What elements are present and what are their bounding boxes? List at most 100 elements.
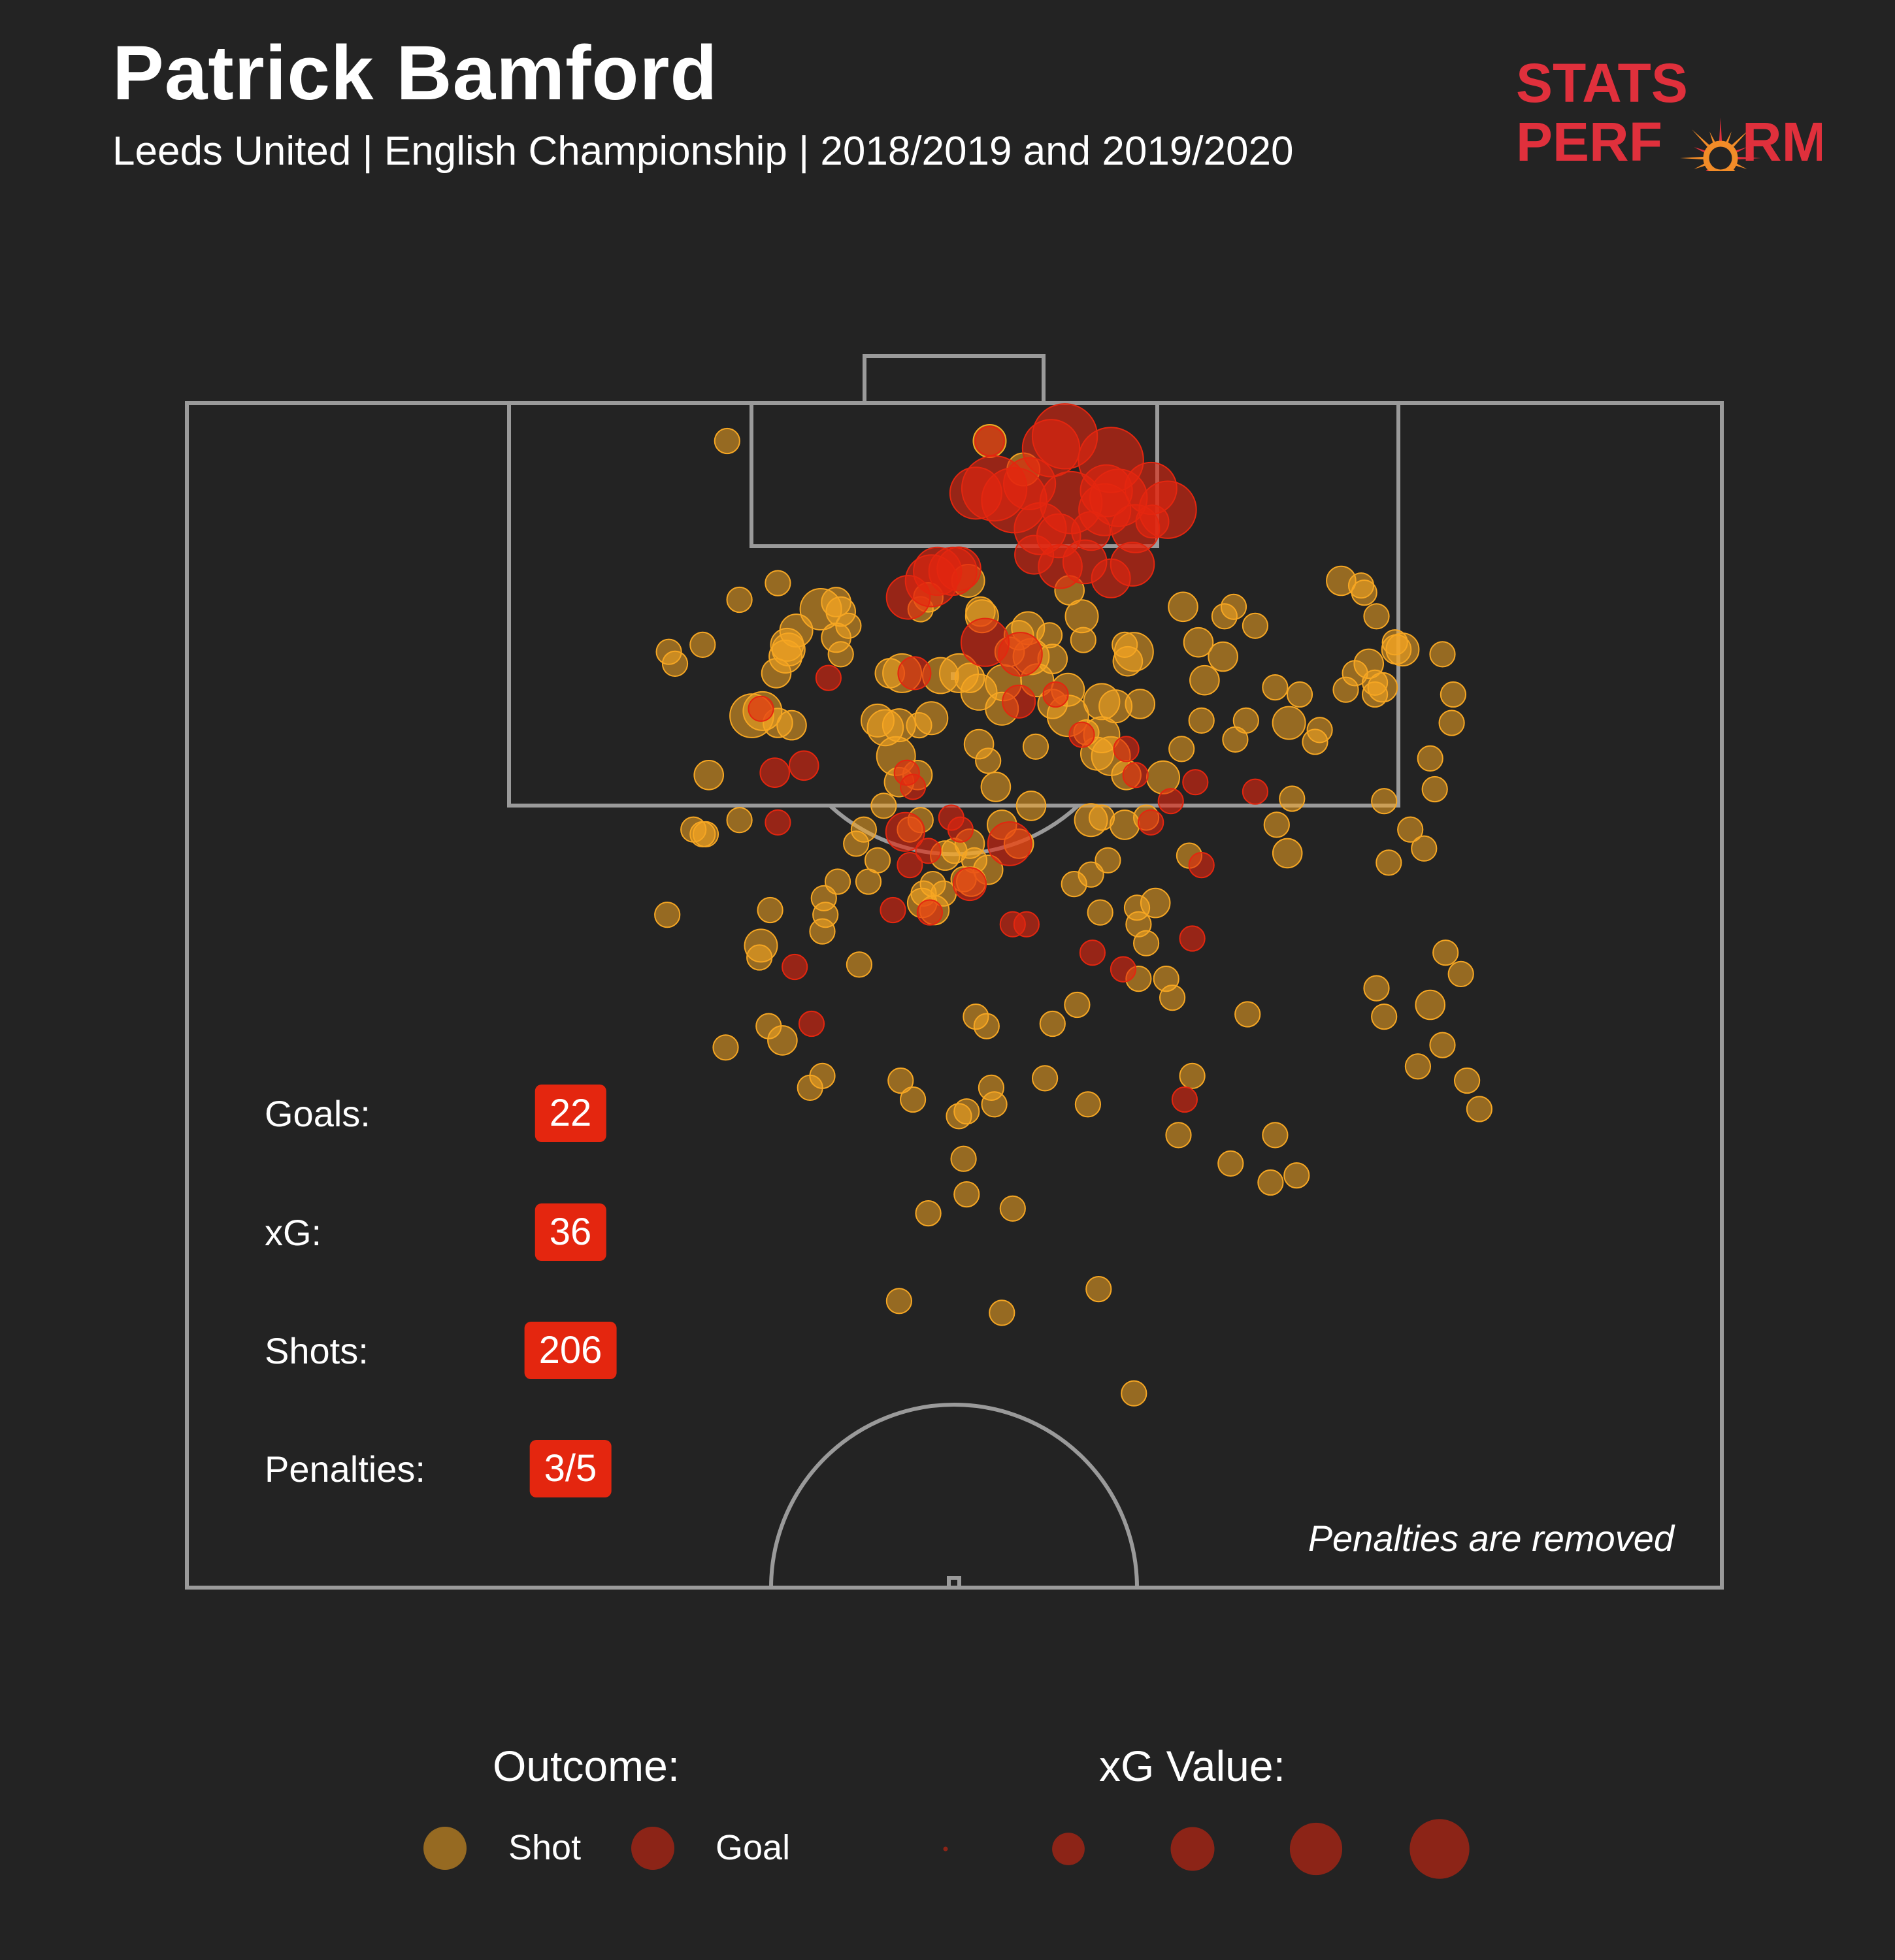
logo-burst-icon (1680, 118, 1761, 171)
stat-label: xG: (265, 1212, 322, 1253)
stat-label: Goals: (265, 1093, 371, 1134)
goal-point (900, 774, 927, 800)
shot-point (1088, 804, 1115, 831)
stat-value-badge: 3/5 (529, 1440, 612, 1497)
shot-point (906, 712, 932, 739)
shot-point (953, 1181, 980, 1208)
shot-point (1417, 745, 1443, 772)
shot-point (978, 1074, 1005, 1102)
logo-burst-core (1703, 140, 1738, 171)
goal-point (759, 757, 790, 788)
stat-label: Shots: (265, 1330, 369, 1371)
logo-burst-ray (1733, 156, 1761, 160)
shot-point (1208, 641, 1238, 672)
shot-point (950, 1145, 977, 1172)
stat-value-badge: 36 (535, 1203, 606, 1261)
shot-point (1095, 847, 1121, 874)
goal-point (998, 632, 1043, 677)
legend-outcome-heading: Outcome: (493, 1742, 680, 1790)
goal-point (1068, 721, 1095, 748)
legend-goal-dot (631, 1827, 674, 1870)
goal-point (949, 466, 1003, 520)
goal-point (1013, 911, 1040, 938)
shot-point (1376, 849, 1402, 876)
shot-point (1363, 603, 1390, 630)
shot-point (989, 1299, 1015, 1326)
goal-point (915, 838, 942, 864)
shot-point (1411, 835, 1438, 862)
stat-label: Penalties: (265, 1448, 425, 1490)
goal-point (1113, 736, 1140, 762)
pitch-lines (185, 354, 1724, 1590)
shot-point (776, 710, 807, 741)
shot-point (655, 638, 682, 665)
shot-point (1306, 717, 1333, 743)
shot-point (1112, 631, 1138, 659)
goal-point (798, 1010, 825, 1037)
shot-point (797, 1074, 823, 1102)
shot-point (887, 1067, 914, 1094)
xg-legend-dot (1289, 1822, 1343, 1876)
goal-point (1042, 681, 1069, 708)
shot-point (1262, 674, 1289, 701)
legend-xg-heading: xG Value: (1099, 1742, 1285, 1790)
shot-point (824, 868, 851, 895)
shot-point (1363, 975, 1390, 1002)
shot-point (1279, 785, 1306, 812)
shot-point (1153, 966, 1179, 992)
xg-legend-dot (1170, 1827, 1215, 1871)
shot-point (973, 1013, 1000, 1039)
shot-point (654, 902, 681, 928)
shot-point (1381, 629, 1408, 656)
shot-point (870, 792, 897, 819)
goal-point (1188, 852, 1215, 879)
goal-point (885, 575, 931, 620)
shot-point (761, 658, 792, 689)
shot-point (1188, 707, 1215, 734)
shot-point (1262, 1122, 1289, 1149)
goal-point (1002, 684, 1036, 719)
penalty-box (507, 401, 1400, 808)
shot-point (1070, 627, 1096, 653)
shot-point (846, 951, 873, 978)
shot-point (980, 772, 1012, 802)
goal-point (1079, 939, 1106, 966)
shot-point (1179, 1062, 1206, 1089)
goal-point (782, 953, 808, 981)
shot-point (1342, 660, 1368, 687)
shot-point (1220, 593, 1247, 620)
shot-point (1286, 681, 1313, 708)
shot-point (1078, 861, 1104, 888)
goal-point (765, 809, 791, 836)
goal-point (1003, 457, 1057, 510)
goal-point (880, 896, 906, 924)
goal-point (916, 899, 944, 926)
shot-point (1036, 622, 1063, 649)
goal-point (815, 664, 842, 691)
shot-point (1121, 1380, 1147, 1407)
goal-point (1157, 788, 1184, 815)
shot-point (1125, 689, 1155, 719)
shot-point (1032, 1065, 1059, 1092)
goal-point (1179, 925, 1206, 952)
shot-point (827, 641, 854, 668)
logo-burst-ray (1680, 156, 1708, 160)
shot-point (1022, 733, 1049, 760)
shot-point (1371, 788, 1398, 815)
shot-point (757, 896, 783, 924)
goal-point (1242, 778, 1269, 805)
shot-point (954, 662, 985, 693)
shot-point (843, 830, 870, 857)
shot-point (1466, 1096, 1492, 1122)
stat-value-badge: 22 (535, 1085, 606, 1142)
goal-point (1171, 1086, 1198, 1113)
shot-point (1183, 627, 1214, 658)
legend-shot-dot (423, 1827, 467, 1870)
shot-point (1454, 1067, 1481, 1094)
shot-point (726, 586, 753, 613)
goal-point (936, 546, 981, 592)
shot-point (1362, 681, 1389, 708)
shot-point (1015, 791, 1047, 821)
chart-title: Patrick Bamford (112, 30, 718, 116)
stats-perform-logo: STATS PERF RM (1516, 60, 1822, 171)
